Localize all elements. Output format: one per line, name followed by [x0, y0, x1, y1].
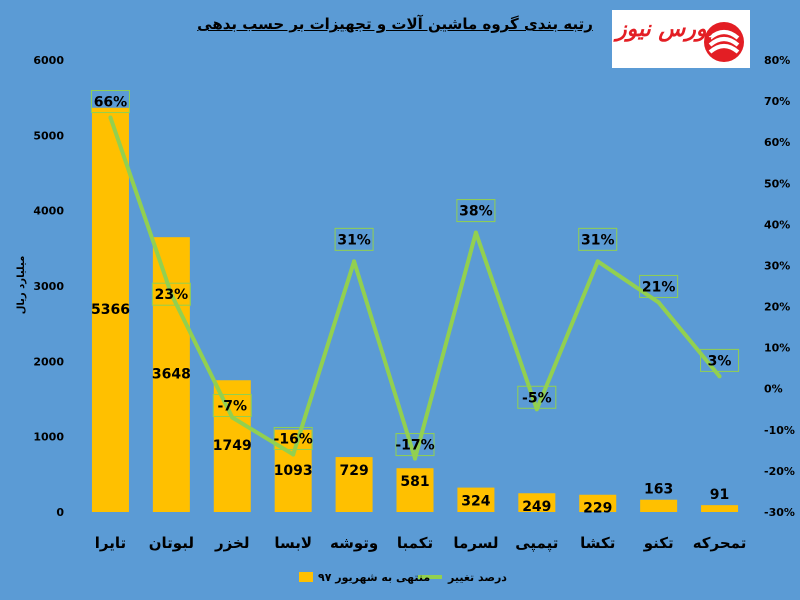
y-axis-label: میلیارد ریال — [16, 256, 27, 315]
line-point — [413, 456, 417, 461]
line-value-label: -7% — [217, 398, 247, 414]
line-point — [656, 300, 661, 305]
x-tick-label: وتوشه — [330, 534, 378, 552]
legend-bar-swatch — [299, 572, 313, 582]
line-series — [108, 116, 722, 461]
legend-line-label: درصد تغییر — [447, 571, 507, 584]
chart-title: رتبه بندی گروه ماشین آلات و تجهیزات بر ح… — [197, 15, 593, 33]
y-tick-label: 2000 — [33, 355, 64, 368]
bar-value-label: 3648 — [152, 367, 191, 383]
line-label-box — [273, 426, 313, 450]
line-point — [473, 230, 478, 235]
bar — [701, 505, 739, 512]
line-label-box — [700, 348, 740, 372]
x-tick-label: لابسا — [274, 534, 312, 552]
logo-icon — [704, 22, 744, 62]
x-tick-label: لبوتان — [149, 534, 194, 552]
line-point — [717, 374, 722, 379]
line-value-label: -16% — [274, 431, 313, 447]
x-tick-label: تمحرکه — [693, 534, 747, 552]
line-value-label: 21% — [642, 279, 676, 295]
line-point — [595, 259, 600, 264]
x-tick-label: لسرما — [453, 534, 498, 552]
logo: بورس نیوز — [612, 10, 750, 68]
line-point — [352, 259, 357, 264]
line-point — [169, 292, 174, 297]
bar — [457, 487, 495, 512]
line-label-box — [456, 199, 496, 223]
bar-value-label: 163 — [644, 482, 673, 498]
bar — [640, 499, 678, 512]
bar-value-label: 1749 — [213, 438, 252, 454]
line-value-label: -17% — [395, 438, 434, 454]
bar-value-label: 729 — [339, 463, 368, 479]
line-value-label: 66% — [94, 95, 128, 111]
line-label-box — [395, 433, 435, 457]
x-tick-label: تکنو — [643, 534, 674, 552]
logo-text: بورس نیوز — [616, 16, 714, 42]
y2-tick-label: 30% — [764, 259, 790, 272]
y2-tick-label: 50% — [764, 177, 790, 190]
x-tick-label: تایرا — [95, 534, 126, 552]
bar-value-label: 1093 — [274, 463, 313, 479]
line-label-box — [517, 385, 557, 409]
line-value-label: 23% — [155, 287, 189, 303]
bar-value-label: 5366 — [91, 302, 130, 318]
y-tick-label: 4000 — [33, 205, 64, 218]
y2-tick-label: 70% — [764, 95, 790, 108]
line-label-box — [578, 227, 618, 251]
y-tick-label: 0 — [56, 506, 64, 519]
y-tick-label: 1000 — [33, 431, 64, 444]
y2-tick-label: 0% — [764, 383, 783, 396]
x-tick-label: تکمبا — [397, 534, 433, 552]
y2-tick-label: 40% — [764, 218, 790, 231]
line-value-label: -5% — [522, 390, 552, 406]
line-label-box — [334, 227, 374, 251]
bar-value-label: 581 — [400, 474, 429, 490]
bar-value-label: 249 — [522, 499, 551, 515]
x-tick-label: لخزر — [214, 534, 249, 552]
line-label-box — [639, 274, 679, 298]
y-tick-label: 6000 — [33, 54, 64, 67]
bar — [335, 457, 373, 512]
line-label-box — [151, 282, 191, 306]
bar — [213, 380, 251, 512]
bar — [91, 107, 129, 513]
bar — [396, 468, 434, 512]
legend-bar-label: منتهی به شهریور ۹۷ — [318, 571, 430, 584]
y2-tick-label: 10% — [764, 342, 790, 355]
bar-value-label: 91 — [710, 487, 729, 503]
bar — [518, 493, 556, 512]
line-value-label: 3% — [708, 353, 732, 369]
x-tick-label: تپمپی — [515, 534, 558, 553]
line-point — [291, 452, 296, 457]
line-label-box — [212, 393, 252, 417]
bar-value-label: 324 — [461, 494, 490, 510]
y-tick-label: 5000 — [33, 129, 64, 142]
y2-tick-label: 60% — [764, 136, 790, 149]
bar-value-label: 229 — [583, 501, 612, 517]
y2-tick-label: -30% — [764, 506, 795, 519]
line-value-label: 31% — [581, 232, 615, 248]
y2-tick-label: 20% — [764, 301, 790, 314]
y2-tick-label: 80% — [764, 54, 790, 67]
line-value-label: 38% — [459, 204, 493, 220]
bar — [579, 494, 617, 512]
x-tick-label: تکشا — [580, 534, 615, 552]
bar — [274, 429, 312, 512]
y2-tick-label: -10% — [764, 424, 795, 437]
line-value-label: 31% — [337, 232, 371, 248]
line-label-box — [90, 90, 130, 114]
y-tick-label: 3000 — [33, 280, 64, 293]
line-point — [108, 115, 113, 120]
y2-tick-label: -20% — [764, 465, 795, 478]
